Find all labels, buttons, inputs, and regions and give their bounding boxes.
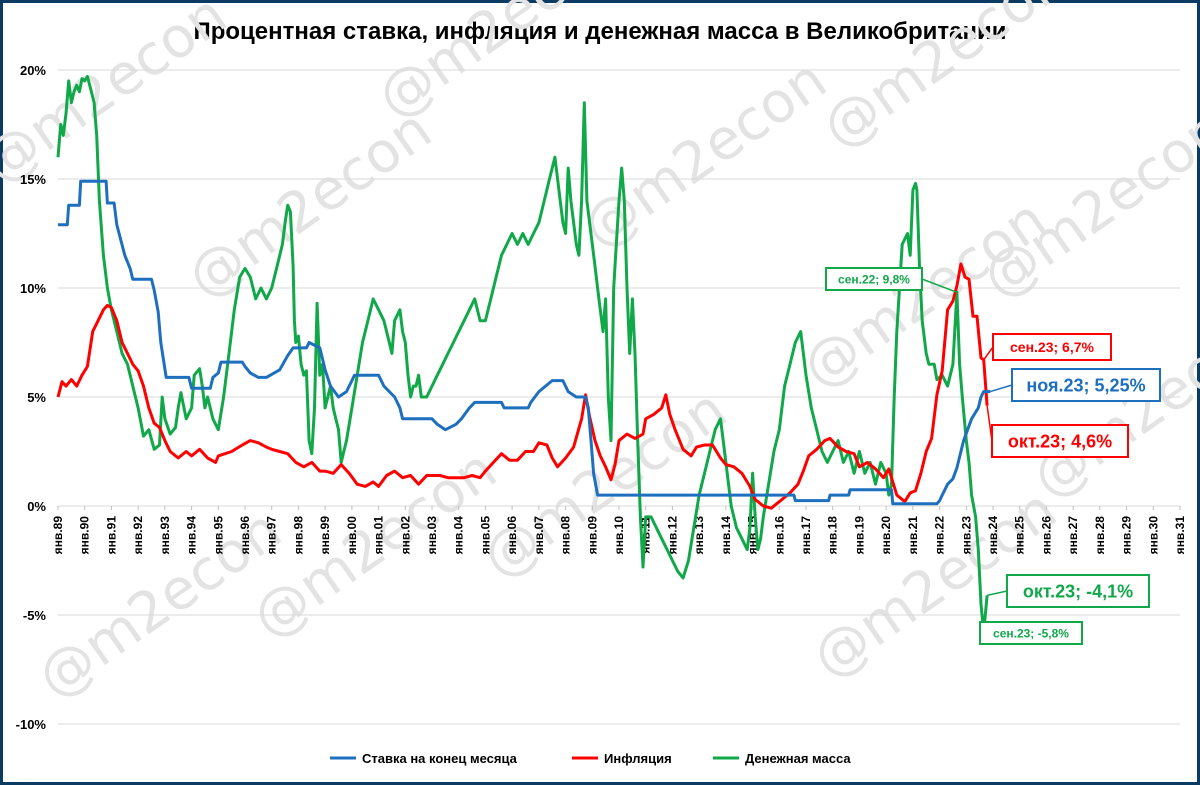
- y-tick-label: -5%: [23, 608, 47, 623]
- watermark-text: @m2econ: [1021, 297, 1200, 512]
- x-tick-label: янв.07: [532, 516, 546, 555]
- annotation-box: [992, 333, 1112, 361]
- watermark-text: @m2econ: [0, 0, 238, 196]
- x-tick-label: янв.89: [51, 516, 65, 555]
- legend-label: Ставка на конец месяца: [362, 751, 518, 766]
- y-tick-label: -10%: [16, 717, 47, 732]
- series-line-3: [56, 75, 989, 634]
- y-tick-label: 15%: [20, 172, 46, 187]
- y-axis: 20% 15% 10% 5% 0% -5% -10%: [16, 63, 47, 732]
- annotation-label: сен.23; -5,8%: [979, 621, 1083, 645]
- annotation-box: [979, 621, 1083, 645]
- annotation-label: окт.23; -4,1%: [986, 574, 1150, 608]
- x-tick-label: янв.99: [318, 516, 332, 555]
- x-tick-label: янв.18: [826, 516, 840, 555]
- annotation-text: окт.23; -4,1%: [1023, 581, 1133, 601]
- annotation-text: окт.23; 4,6%: [1008, 431, 1112, 451]
- x-tick-label: янв.31: [1173, 516, 1187, 555]
- x-tick-label: янв.21: [906, 516, 920, 555]
- x-tick-label: янв.97: [265, 516, 279, 555]
- annotation-leader: [983, 346, 994, 361]
- watermark-text: @m2econ: [366, 0, 634, 131]
- x-tick-label: янв.23: [959, 516, 973, 555]
- x-tick-label: янв.30: [1146, 516, 1160, 555]
- annotation-label: сен.22; 9,8%: [825, 267, 958, 294]
- annotation-label: ноя.23; 5,25%: [990, 368, 1161, 402]
- y-tick-label: 20%: [20, 63, 46, 78]
- x-tick-label: янв.22: [933, 516, 947, 555]
- annotation-text: сен.22; 9,8%: [838, 272, 910, 286]
- x-tick-label: янв.14: [719, 516, 733, 555]
- x-tick-label: янв.01: [372, 516, 386, 555]
- watermark-text: @m2econ: [811, 0, 1079, 161]
- watermark-text: @m2econ: [571, 47, 839, 262]
- x-tick-label: янв.25: [1013, 516, 1027, 555]
- annotation-box: [991, 424, 1129, 458]
- x-tick-label: янв.94: [185, 516, 199, 555]
- annotation-leader: [986, 590, 1008, 597]
- annotation-box: [825, 267, 923, 291]
- x-tick-label: янв.10: [612, 516, 626, 555]
- x-tick-label: янв.98: [291, 516, 305, 555]
- x-tick-label: янв.96: [238, 516, 252, 555]
- x-tick-label: янв.00: [345, 516, 359, 555]
- annotations: сен.22; 9,8% сен.23; 6,7% ноя.23; 5,25% окт…: [825, 267, 1161, 645]
- x-tick-label: янв.26: [1039, 516, 1053, 555]
- x-tick-label: янв.17: [799, 516, 813, 555]
- annotation-label: окт.23; 4,6%: [986, 405, 1129, 458]
- x-tick-label: янв.91: [104, 516, 118, 555]
- x-tick-label: янв.29: [1120, 516, 1134, 555]
- x-tick-label: янв.08: [559, 516, 573, 555]
- x-tick-label: янв.92: [131, 516, 145, 555]
- x-tick-label: янв.09: [585, 516, 599, 555]
- x-tick-label: янв.93: [158, 516, 172, 555]
- x-tick-label: янв.19: [852, 516, 866, 555]
- annotation-label: сен.23; 6,7%: [983, 333, 1112, 361]
- y-tick-label: 5%: [27, 390, 46, 405]
- x-tick-label: янв.12: [665, 516, 679, 555]
- x-tick-label: янв.03: [425, 516, 439, 555]
- x-tick-label: янв.24: [986, 516, 1000, 555]
- y-tick-label: 0%: [27, 499, 46, 514]
- x-tick-label: янв.90: [78, 516, 92, 555]
- y-tick-label: 10%: [20, 281, 46, 296]
- annotation-text: ноя.23; 5,25%: [1026, 375, 1145, 395]
- x-tick-label: янв.16: [772, 516, 786, 555]
- x-tick-label: янв.05: [478, 516, 492, 555]
- annotation-box: [1011, 368, 1161, 402]
- annotation-text: сен.23; -5,8%: [993, 626, 1069, 640]
- x-tick-label: янв.27: [1066, 516, 1080, 555]
- chart-title: Процентная ставка, инфляция и денежная м…: [193, 18, 1007, 45]
- legend-label: Денежная масса: [745, 751, 851, 766]
- x-tick-label: янв.28: [1093, 516, 1107, 555]
- annotation-leader: [921, 278, 958, 294]
- annotation-text: сен.23; 6,7%: [1010, 339, 1095, 355]
- x-tick-label: янв.20: [879, 516, 893, 555]
- annotation-leader: [990, 384, 1013, 393]
- legend-label: Инфляция: [604, 751, 672, 766]
- legend: Ставка на конец месяца Инфляция Денежная м…: [330, 751, 851, 766]
- x-axis: янв.89 янв.90 янв.91 янв.92 янв.93 янв.94 янв.…: [51, 506, 1187, 554]
- series-line-1: [58, 179, 991, 506]
- series-lines: [56, 75, 991, 634]
- x-tick-label: янв.95: [211, 516, 225, 555]
- x-tick-label: янв.04: [452, 516, 466, 555]
- series-line-2: [56, 262, 989, 510]
- annotation-box: [1006, 574, 1150, 608]
- x-tick-label: янв.06: [505, 516, 519, 555]
- x-tick-label: янв.02: [398, 516, 412, 555]
